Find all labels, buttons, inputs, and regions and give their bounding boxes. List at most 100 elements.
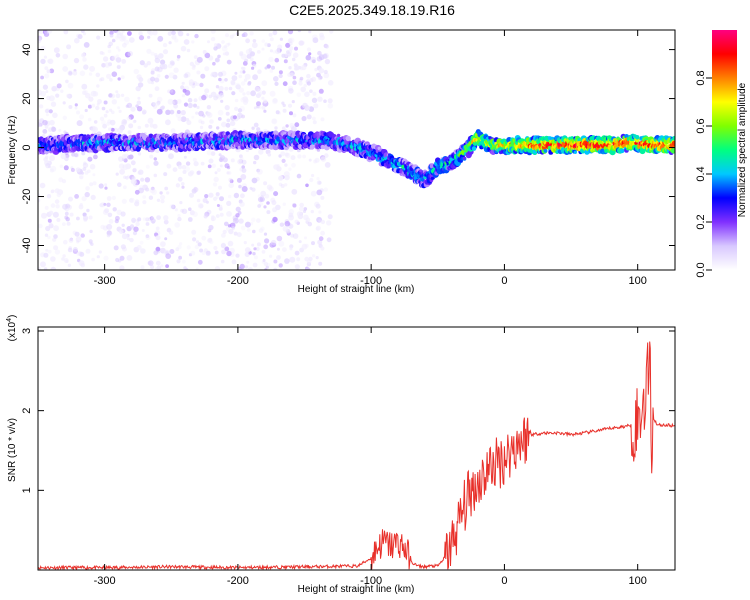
heatmap-noise-cell (261, 105, 266, 110)
heatmap-ridge-cell (148, 133, 154, 139)
heatmap-noise-cell (138, 31, 143, 36)
heatmap-noise-cell (213, 245, 218, 251)
heatmap-noise-cell (191, 229, 197, 235)
heatmap-noise-cell (81, 196, 87, 202)
heatmap-noise-cell (199, 248, 204, 253)
heatmap-noise-cell (199, 82, 204, 88)
heatmap-noise-cell (68, 105, 73, 109)
heatmap-noise-cell (319, 35, 325, 41)
heatmap-ridge-cell (367, 156, 372, 160)
heatmap-noise-cell (197, 242, 202, 247)
heatmap-noise-cell (43, 267, 48, 270)
heatmap-noise-cell (76, 110, 80, 115)
heatmap-noise-cell (48, 222, 53, 226)
heatmap-noise-cell (143, 63, 148, 68)
heatmap-noise-cell (323, 187, 328, 192)
heatmap-noise-cell (47, 59, 52, 64)
heatmap-noise-cell (150, 51, 155, 56)
heatmap-noise-cell (219, 158, 223, 162)
heatmap-ridge-cell (543, 149, 548, 153)
heatmap-noise-cell (117, 106, 121, 110)
heatmap-noise-cell (136, 106, 143, 112)
heatmap-y-tick-label: 20 (21, 92, 33, 104)
heatmap-noise-cell (298, 40, 304, 46)
heatmap-noise-cell (323, 69, 328, 75)
heatmap-noise-cell (128, 114, 134, 120)
heatmap-noise-cell (278, 240, 285, 247)
heatmap-noise-cell (287, 30, 294, 35)
heatmap-noise-cell (44, 160, 50, 166)
heatmap-noise-cell (99, 203, 104, 208)
heatmap-noise-cell (287, 38, 293, 44)
heatmap-noise-cell (66, 94, 71, 99)
heatmap-noise-cell (150, 216, 155, 221)
heatmap-noise-cell (91, 127, 96, 132)
heatmap-noise-cell (116, 64, 122, 70)
heatmap-noise-cell (288, 167, 292, 171)
heatmap-noise-cell (231, 91, 236, 96)
heatmap-noise-cell (62, 254, 66, 258)
heatmap-noise-cell (283, 171, 290, 178)
heatmap-noise-cell (84, 191, 90, 198)
heatmap-noise-cell (272, 98, 278, 105)
heatmap-noise-cell (306, 47, 311, 52)
heatmap-noise-cell (234, 106, 239, 111)
heatmap-y-ticks: -40 -20 0 20 40 (21, 43, 675, 253)
heatmap-noise-cell (177, 244, 182, 250)
heatmap-noise-cell (290, 233, 295, 238)
heatmap-noise-cell (251, 217, 256, 223)
heatmap-noise-cell (219, 164, 223, 168)
heatmap-noise-cell (241, 168, 247, 173)
heatmap-noise-cell (287, 85, 294, 92)
heatmap-noise-cell (79, 70, 86, 77)
heatmap-noise-cell (261, 47, 265, 51)
heatmap-noise-cell (62, 53, 68, 60)
heatmap-noise-cell (224, 86, 229, 91)
heatmap-noise-cell (276, 255, 281, 260)
heatmap-noise-cell (136, 245, 142, 250)
heatmap-noise-cell (252, 229, 256, 234)
heatmap-noise-cell (281, 53, 286, 58)
heatmap-noise-cell (272, 50, 277, 54)
heatmap-noise-cell (300, 86, 307, 93)
heatmap-noise-cell (266, 210, 271, 215)
heatmap-noise-cell (251, 66, 255, 70)
heatmap-noise-cell (256, 127, 261, 132)
heatmap-noise-cell (215, 192, 220, 197)
heatmap-noise-cell (193, 161, 199, 167)
heatmap-noise-cell (123, 39, 130, 45)
heatmap-noise-cell (306, 73, 311, 79)
heatmap-noise-cell (59, 164, 63, 168)
heatmap-noise-cell (226, 59, 232, 65)
heatmap-noise-cell (317, 50, 322, 56)
heatmap-noise-cell (208, 192, 214, 198)
heatmap-noise-cell (260, 190, 267, 197)
heatmap-noise-cell (106, 223, 113, 230)
heatmap-noise-cell (284, 258, 290, 264)
heatmap-noise-cell (105, 110, 109, 114)
heatmap-noise-cell (141, 229, 145, 232)
heatmap-noise-cell (151, 186, 155, 191)
heatmap-noise-cell (297, 30, 302, 33)
heatmap-noise-cell (311, 97, 318, 104)
heatmap-noise-cell (78, 260, 85, 266)
heatmap-noise-cell (154, 77, 160, 83)
heatmap-noise-cell (263, 205, 267, 209)
heatmap-marks (38, 30, 675, 270)
heatmap-noise-cell (190, 250, 196, 256)
heatmap-noise-cell (320, 117, 325, 122)
heatmap-noise-cell (261, 250, 266, 254)
heatmap-noise-cell (261, 39, 266, 43)
heatmap-noise-cell (235, 206, 241, 212)
heatmap-noise-cell (317, 96, 323, 102)
heatmap-noise-cell (320, 230, 325, 236)
heatmap-noise-cell (147, 117, 154, 124)
heatmap-noise-cell (229, 179, 234, 184)
heatmap-noise-cell (206, 105, 212, 110)
heatmap-noise-cell (327, 214, 333, 220)
heatmap-noise-cell (176, 98, 182, 104)
heatmap-noise-cell (329, 30, 334, 34)
heatmap-y-label: Frequency (Hz) (7, 116, 18, 185)
heatmap-noise-cell (181, 185, 185, 189)
heatmap-noise-cell (217, 117, 222, 121)
